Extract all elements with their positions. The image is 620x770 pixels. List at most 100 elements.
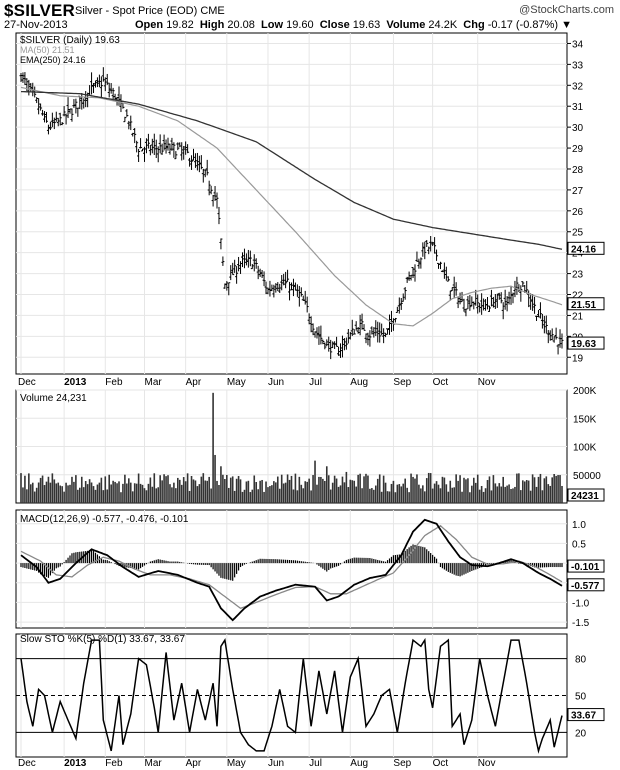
volume-bar: [273, 481, 275, 503]
volume-bar: [133, 483, 136, 503]
volume-bar: [388, 491, 391, 503]
last-macd: -0.577: [571, 581, 600, 592]
volume-bar: [171, 487, 173, 503]
volume-bar: [351, 480, 354, 503]
volume-bar: [312, 475, 314, 503]
x-axis-label: Apr: [186, 377, 202, 388]
description-text: Silver - Spot Price (EOD): [75, 5, 198, 17]
volume-bar: [445, 484, 448, 503]
volume-bar: [84, 481, 87, 503]
dropdown-arrow-icon[interactable]: ▼: [561, 19, 572, 31]
volume-bar: [224, 479, 226, 503]
x-axis-label: Nov: [478, 377, 496, 388]
volume-bar: [535, 486, 538, 503]
volume-bar: [414, 478, 416, 503]
volume-bar: [37, 482, 40, 503]
volume-bar: [367, 475, 369, 503]
price-tick-label: 25: [572, 228, 584, 239]
last-macd-hist-box: [567, 559, 605, 573]
volume-bar: [422, 485, 424, 503]
volume-bar: [525, 480, 528, 503]
volume-bar: [159, 475, 161, 503]
volume-bar: [182, 477, 185, 503]
price-tick-label: 29: [572, 144, 584, 155]
close-label: Close: [319, 19, 350, 31]
volume-bar: [139, 483, 142, 503]
volume-bar: [480, 485, 483, 503]
volume-bar: [131, 491, 134, 503]
volume-bar: [212, 392, 214, 503]
volume-bar: [302, 488, 305, 503]
volume-bar: [394, 492, 397, 503]
volume-bar: [324, 480, 326, 503]
last-ema250-box: [567, 241, 605, 255]
volume-bar: [386, 491, 389, 503]
volume-bar: [374, 485, 377, 503]
x-axis-label: May: [227, 758, 246, 769]
volume-bar: [463, 477, 465, 503]
volume-bar: [392, 480, 395, 503]
x-axis-label: Aug: [350, 758, 368, 769]
volume-bar: [543, 478, 546, 503]
price-tick-label: 23: [572, 270, 584, 281]
volume-bar: [153, 473, 156, 503]
x-axis-label: Feb: [105, 377, 123, 388]
volume-bar: [420, 488, 422, 503]
last-volume: 24231: [571, 491, 599, 502]
x-axis-label: Apr: [186, 758, 202, 769]
volume-bar: [506, 485, 508, 503]
volume-bar: [216, 480, 218, 503]
volume-bar: [100, 477, 103, 503]
volume-bar: [276, 476, 279, 503]
volume-bar: [531, 474, 534, 503]
x-axis-label: Jul: [309, 758, 322, 769]
volume-bar: [149, 477, 152, 503]
x-axis-label: Jun: [268, 758, 284, 769]
last-ema250: 24.16: [571, 244, 596, 255]
volume-bar: [180, 484, 183, 503]
volume-bar: [178, 479, 181, 503]
volume-bar: [22, 487, 24, 503]
sto-tick-label: 20: [575, 728, 587, 739]
volume-bar: [327, 475, 330, 503]
last-ma50-box: [567, 297, 605, 311]
volume-bar: [192, 479, 195, 503]
volume-bar: [435, 481, 438, 503]
price-tick-label: 30: [572, 123, 584, 134]
volume-bar: [408, 492, 410, 503]
volume-bar: [306, 481, 308, 503]
volume-bar: [198, 484, 201, 503]
last-volume-box: [567, 488, 605, 502]
volume-bar: [169, 484, 171, 503]
volume-bar: [257, 489, 259, 503]
last-price: 19.63: [571, 339, 596, 350]
volume-bar: [469, 492, 471, 503]
volume-bar: [243, 489, 246, 503]
volume-bar: [337, 486, 340, 503]
volume-bar: [459, 475, 461, 503]
stockcharts-logo[interactable]: @StockCharts.com: [519, 4, 614, 16]
price-tick-label: 33: [572, 60, 584, 71]
sto-k-line: [20, 637, 563, 754]
volume-bar: [418, 484, 420, 503]
volume-bar: [471, 485, 473, 503]
volume-bar: [128, 478, 130, 503]
exchange-text: CME: [200, 5, 225, 17]
volume-bar: [231, 476, 234, 503]
volume-bar: [59, 485, 62, 503]
price-tick-label: 21: [572, 311, 584, 322]
volume-bar: [116, 483, 118, 503]
volume-bar: [47, 476, 50, 503]
volume-bar: [557, 475, 559, 503]
volume-bar: [467, 478, 469, 503]
volume-bar: [220, 466, 222, 503]
volume-bar: [202, 473, 205, 503]
volume-bar: [516, 473, 518, 503]
volume-bar: [376, 478, 379, 503]
volume-bar: [545, 476, 548, 503]
volume-bar: [541, 490, 544, 503]
quote-summary: Open 19.82 High 20.08 Low 19.60 Close 19…: [135, 19, 572, 31]
volume-bar: [114, 481, 116, 503]
volume-bar: [561, 485, 563, 503]
